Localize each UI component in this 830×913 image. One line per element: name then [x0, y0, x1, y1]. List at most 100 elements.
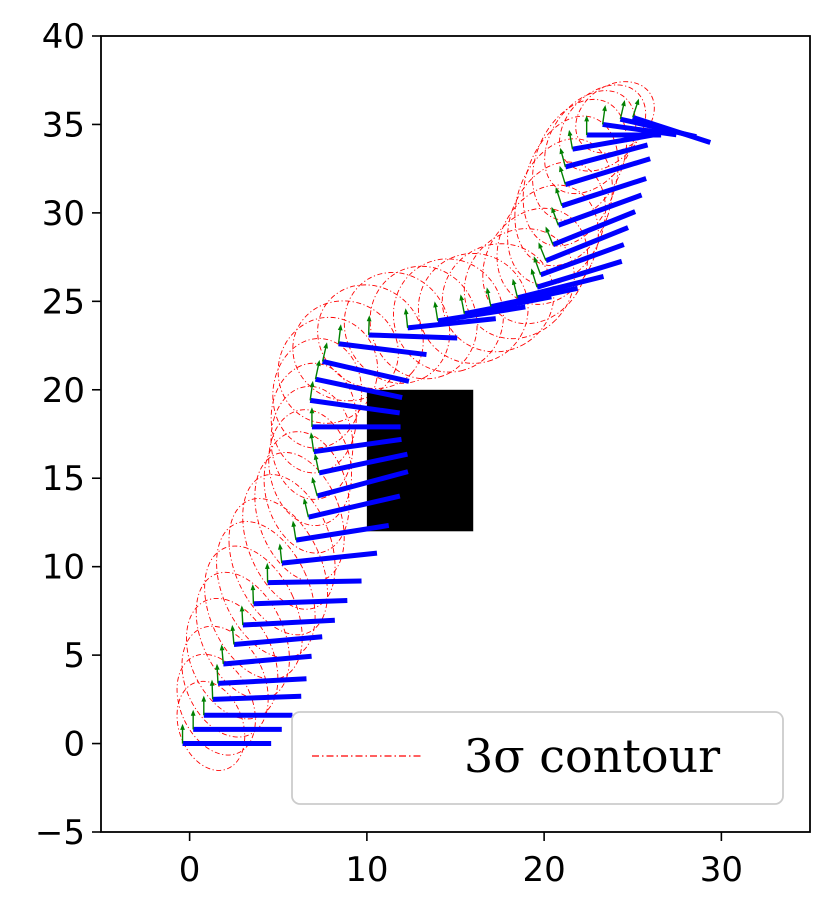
x-tick-label: 20 — [522, 850, 565, 890]
heading-arrowhead — [239, 605, 245, 612]
pose-bar — [539, 242, 625, 278]
contour-ellipse — [228, 498, 328, 636]
pose-bar — [368, 332, 458, 341]
contour-ellipse — [176, 680, 246, 771]
heading-arrowhead — [366, 315, 372, 322]
pose-bar — [561, 176, 647, 209]
pose-bar — [437, 304, 526, 324]
contour-ellipse — [254, 452, 345, 583]
pose-bar — [267, 578, 362, 586]
heading-arrowhead — [559, 147, 565, 155]
heading-arrowhead — [511, 278, 517, 286]
pose-bar — [602, 121, 677, 138]
pose-bar — [242, 617, 335, 628]
contour-ellipse — [277, 316, 379, 424]
y-tick-label: 15 — [42, 459, 85, 499]
heading-arrowhead — [555, 187, 560, 194]
heading-arrowhead — [621, 99, 626, 107]
contour-ellipse — [317, 284, 424, 389]
pose-bar — [233, 634, 323, 647]
y-tick-label: 5 — [63, 636, 85, 676]
contour-ellipse — [343, 272, 451, 384]
contour-ellipse — [482, 207, 589, 325]
heading-arrowhead — [634, 98, 640, 106]
heading-arrowhead — [277, 543, 283, 550]
heading-arrowhead — [485, 287, 491, 294]
contour-ellipse — [216, 521, 316, 659]
y-axis-ticks: −5 0 5 10 15 20 25 30 35 40 — [35, 17, 101, 853]
heading-arrowhead — [190, 709, 196, 716]
pose-bar — [217, 676, 307, 686]
heading-arrowhead — [291, 520, 297, 527]
x-axis-ticks: 0 10 20 30 — [179, 832, 743, 890]
contour-ellipse — [532, 98, 628, 221]
y-tick-label: 25 — [42, 282, 85, 322]
heading-arrowhead — [538, 242, 543, 249]
heading-arrowhead — [315, 359, 321, 367]
x-tick-label: 0 — [179, 850, 201, 890]
heading-arrowhead — [323, 342, 328, 349]
heading-arrowhead — [214, 663, 220, 670]
pose-bar — [281, 550, 378, 566]
y-tick-label: 40 — [42, 17, 85, 57]
contour-ellipse — [392, 258, 504, 373]
pose-bar — [407, 316, 497, 331]
pose-bar — [253, 598, 348, 607]
heading-arrowhead — [567, 129, 573, 137]
heading-arrowhead — [459, 294, 465, 301]
pose-bar — [316, 469, 409, 499]
legend-box — [291, 711, 784, 805]
y-tick-label: −5 — [35, 813, 85, 853]
contour-ellipse — [263, 431, 350, 554]
heading-arrowhead — [403, 308, 409, 315]
heading-arrowhead — [180, 723, 185, 730]
heading-arrowhead — [264, 562, 270, 569]
pose-bar — [552, 209, 637, 248]
pose-bar — [564, 156, 651, 187]
contour-ellipse — [544, 90, 637, 195]
pose-bar — [314, 376, 403, 400]
heading-arrowhead — [533, 256, 539, 263]
heading-arrowhead — [209, 679, 215, 686]
contour-ellipse — [176, 653, 256, 756]
contour-ellipse — [514, 138, 613, 267]
plot-frame — [100, 35, 811, 833]
heading-arrowhead — [433, 301, 438, 308]
heading-arrowhead — [250, 584, 256, 591]
heading-arrowhead — [219, 644, 225, 651]
pose-bar — [313, 436, 402, 455]
pose-bar — [295, 522, 390, 543]
y-tick-label: 30 — [42, 194, 85, 234]
heading-arrowhead — [530, 268, 536, 275]
x-tick-label: 10 — [345, 850, 388, 890]
pose-bar — [516, 273, 605, 301]
y-tick-label: 20 — [42, 371, 85, 411]
pose-bar — [490, 285, 579, 310]
heading-arrowhead — [602, 104, 607, 112]
contour-ellipse — [204, 545, 303, 680]
contour-ellipse — [270, 385, 354, 500]
pose-bar — [318, 451, 408, 476]
y-tick-label: 10 — [42, 548, 85, 588]
contour-ellipse — [441, 243, 555, 353]
y-tick-label: 0 — [63, 725, 85, 765]
heading-arrowhead — [337, 324, 343, 331]
pose-bar — [309, 397, 401, 416]
heading-arrowhead — [313, 453, 319, 461]
heading-arrowhead — [545, 226, 551, 233]
pose-bar — [564, 142, 649, 170]
pose-bar — [212, 693, 302, 702]
pose-bar — [322, 359, 410, 384]
contour-ellipse — [369, 265, 478, 380]
contour-ellipse — [242, 474, 336, 610]
heading-arrowhead — [309, 407, 315, 414]
pose-bar — [338, 341, 427, 358]
pose-bars — [182, 114, 712, 747]
heading-arrowhead — [309, 432, 315, 439]
pose-bar — [536, 258, 623, 290]
heading-arrowhead — [230, 624, 236, 632]
legend: 3σ contour — [291, 711, 784, 805]
heading-arrowhead — [584, 115, 590, 122]
heading-arrowhead — [309, 380, 315, 388]
